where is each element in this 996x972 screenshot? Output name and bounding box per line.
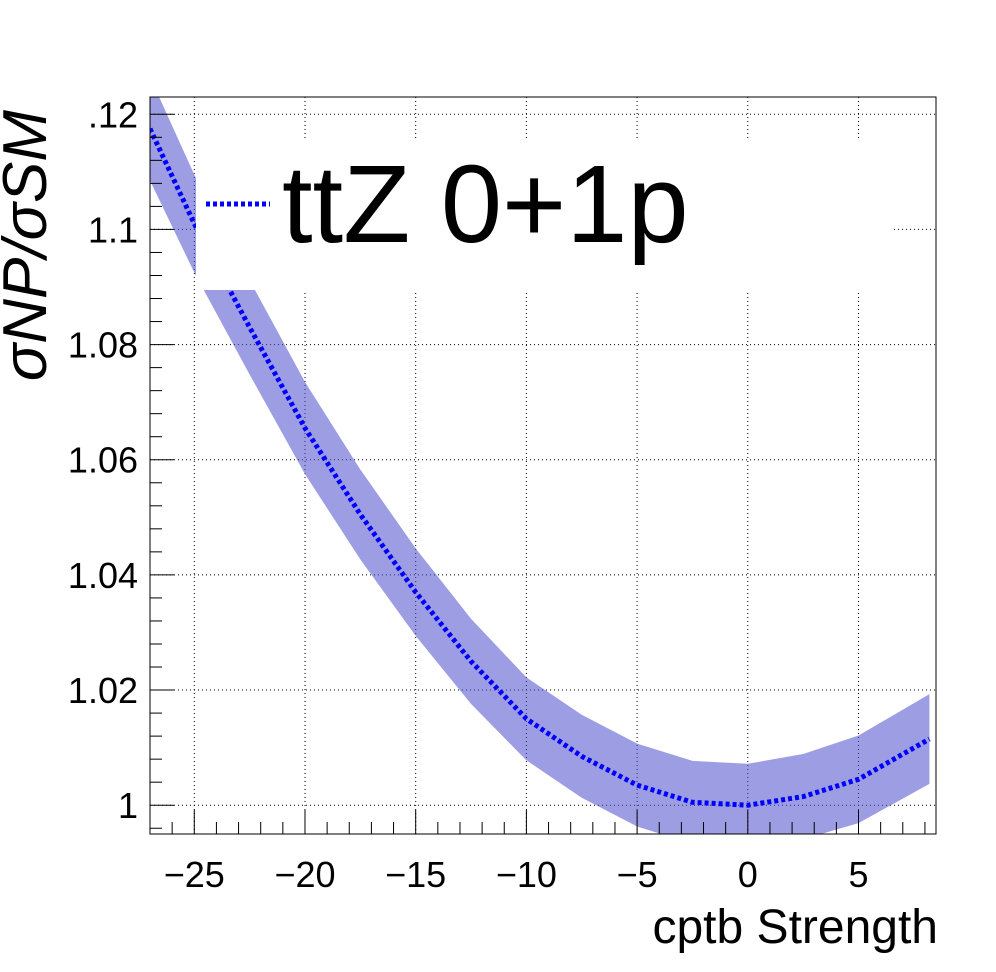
y-axis-title-text: σNP/σSM bbox=[0, 110, 60, 381]
y-tick-label: 1.06 bbox=[68, 440, 138, 481]
uncertainty-band bbox=[150, 97, 930, 834]
y-axis-title: σNP/σSM bbox=[0, 110, 60, 381]
y-tick-label: 1 bbox=[118, 785, 138, 826]
legend: ttZ 0+1p bbox=[206, 143, 689, 266]
x-tick-label: −10 bbox=[496, 854, 557, 895]
y-tick-label: .12 bbox=[88, 94, 138, 135]
plot-frame bbox=[149, 96, 937, 835]
legend-entry-label: ttZ 0+1p bbox=[282, 143, 689, 266]
x-tick-label: −20 bbox=[274, 854, 335, 895]
band-polygon bbox=[150, 97, 930, 834]
x-tick-label: 0 bbox=[738, 854, 758, 895]
y-tick-labels: 1 1.02 1.04 1.06 1.08 1.1 .12 bbox=[68, 94, 138, 826]
x-tick-label: −25 bbox=[164, 854, 225, 895]
axis-ticks bbox=[149, 113, 926, 834]
y-tick-label: 1.08 bbox=[68, 325, 138, 366]
y-tick-label: 1.1 bbox=[88, 209, 138, 250]
legend-box bbox=[196, 140, 892, 290]
y-tick-label: 1.04 bbox=[68, 555, 138, 596]
y-tick-label: 1.02 bbox=[68, 670, 138, 711]
x-tick-label: −5 bbox=[617, 854, 658, 895]
x-tick-labels: −25 −20 −15 −10 −5 0 5 bbox=[164, 854, 869, 895]
series-line bbox=[149, 127, 931, 808]
x-tick-label: −15 bbox=[385, 854, 446, 895]
x-axis-title: cptb Strength bbox=[652, 901, 938, 954]
x-tick-label: 5 bbox=[848, 854, 868, 895]
